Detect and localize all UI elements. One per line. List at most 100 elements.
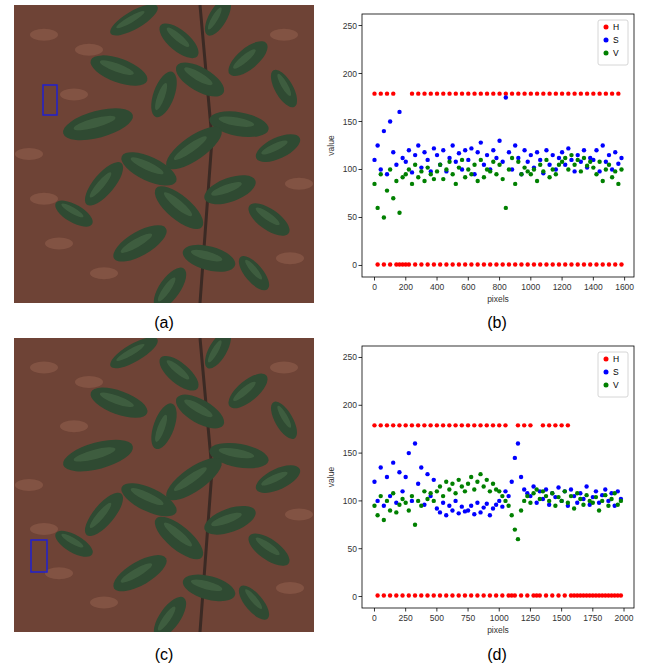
- point: [516, 156, 520, 160]
- legend-label: S: [613, 367, 619, 377]
- legend-label: V: [613, 380, 619, 390]
- point: [385, 188, 389, 192]
- point: [397, 110, 401, 114]
- point: [604, 167, 608, 171]
- point: [410, 494, 414, 498]
- point: [382, 262, 386, 266]
- leaf-highlight: [172, 464, 209, 493]
- point: [425, 262, 429, 266]
- leaf-highlight: [275, 404, 293, 429]
- point: [372, 91, 376, 95]
- leaf: [252, 128, 304, 167]
- y-tick: [359, 169, 363, 170]
- point: [613, 262, 617, 266]
- point: [444, 513, 448, 517]
- leaf-highlight: [275, 72, 293, 97]
- soil-patch: [15, 148, 43, 160]
- point: [457, 151, 461, 155]
- point: [375, 143, 379, 147]
- point: [425, 165, 429, 169]
- point: [422, 489, 426, 493]
- soil-patch: [285, 508, 313, 520]
- point: [569, 262, 573, 266]
- point: [397, 470, 401, 474]
- legend-label: S: [613, 35, 619, 45]
- point: [610, 175, 614, 179]
- point: [485, 502, 489, 506]
- point: [403, 501, 407, 505]
- point: [456, 478, 460, 482]
- x-tick: [468, 608, 469, 612]
- point: [550, 491, 554, 495]
- point: [488, 169, 492, 173]
- point: [594, 262, 598, 266]
- x-tick: [593, 277, 594, 281]
- point: [466, 91, 470, 95]
- x-tick-label: 1400: [584, 282, 603, 292]
- point: [529, 91, 533, 95]
- leaf-highlight: [162, 520, 195, 549]
- point: [547, 423, 551, 427]
- leaf: [87, 381, 151, 424]
- point: [407, 508, 411, 512]
- leaf-highlight: [190, 577, 223, 593]
- point: [397, 210, 401, 214]
- point: [450, 593, 454, 597]
- y-tick-label: 50: [348, 212, 358, 222]
- point: [522, 499, 526, 503]
- point: [379, 91, 383, 95]
- point: [466, 423, 470, 427]
- leaf-highlight: [153, 82, 170, 112]
- point: [547, 503, 551, 507]
- point: [607, 262, 611, 266]
- point: [372, 480, 376, 484]
- point: [551, 167, 555, 171]
- x-tick-label: 1750: [583, 613, 602, 623]
- leaf: [87, 49, 152, 92]
- leaf-highlight: [190, 247, 223, 263]
- x-axis-title: pixels: [487, 625, 509, 635]
- point: [529, 172, 533, 176]
- point: [541, 423, 545, 427]
- point: [475, 593, 479, 597]
- x-tick: [624, 277, 625, 281]
- point: [500, 593, 504, 597]
- point: [491, 148, 495, 152]
- point: [491, 160, 495, 164]
- point: [397, 503, 401, 507]
- point: [444, 262, 448, 266]
- point: [560, 160, 564, 164]
- point: [472, 423, 476, 427]
- point: [481, 593, 485, 597]
- point: [460, 484, 464, 488]
- point: [410, 423, 414, 427]
- series-v: [372, 153, 623, 220]
- point: [447, 487, 451, 491]
- point: [372, 158, 376, 162]
- point: [584, 484, 588, 488]
- point: [597, 508, 601, 512]
- point: [500, 177, 504, 181]
- soil-patch: [30, 29, 58, 41]
- x-tick: [561, 608, 562, 612]
- point: [522, 487, 526, 491]
- point: [619, 167, 623, 171]
- point: [482, 162, 486, 166]
- point: [579, 91, 583, 95]
- point: [538, 262, 542, 266]
- point: [522, 148, 526, 152]
- point: [379, 167, 383, 171]
- point: [450, 481, 454, 485]
- leaf: [148, 262, 193, 303]
- photo: [14, 5, 314, 303]
- point: [388, 167, 392, 171]
- y-tick: [359, 548, 363, 549]
- point: [601, 262, 605, 266]
- leaf: [180, 240, 238, 277]
- soil-patch: [90, 267, 118, 279]
- point: [469, 146, 473, 150]
- x-tick-label: 0: [372, 282, 377, 292]
- point: [538, 162, 542, 166]
- soil-patch: [75, 376, 103, 388]
- point: [532, 262, 536, 266]
